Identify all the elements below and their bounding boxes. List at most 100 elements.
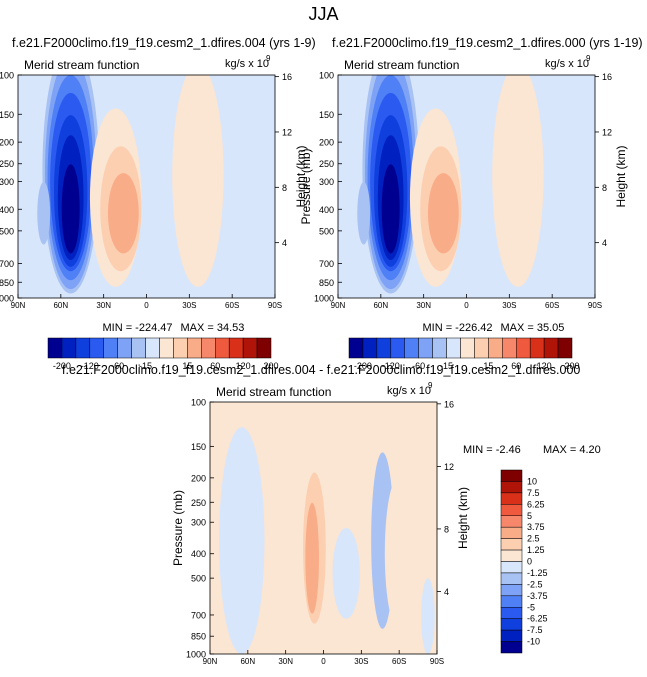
panel1-xtick-label-30N: 30N xyxy=(96,301,111,310)
panel2-colorbar-box-10 xyxy=(488,337,503,359)
panel1-y2label: Height (km) xyxy=(294,145,308,207)
panel1-min-label: MIN = -224.47 xyxy=(102,322,172,334)
panel2-colorbar-label-0: -200 xyxy=(354,361,372,371)
panel2-colorbar-label-4: 15 xyxy=(483,361,493,371)
panel3-ylabel: Pressure (mb) xyxy=(171,490,185,566)
panel1-colorbar-box-9 xyxy=(173,337,188,359)
panel2-colorbar-label-6: 120 xyxy=(537,361,552,371)
panel3-min-label: MIN = -2.46 xyxy=(463,444,521,456)
panel3-y2tick-label-12: 12 xyxy=(444,462,454,472)
panel2-ytick-label-850: 850 xyxy=(319,278,334,288)
panel3-xtick-label-90S: 90S xyxy=(430,657,444,666)
panel1-colorbar-box-4 xyxy=(103,337,118,359)
panel3-colorbar-box-12 xyxy=(500,607,523,619)
panel2-contour-9 xyxy=(357,182,371,245)
panel1-xtick-label-90N: 90N xyxy=(11,301,26,310)
panel1-colorbar-box-10 xyxy=(187,337,202,359)
panel2-y2tick-label-16: 16 xyxy=(602,72,612,82)
panel2-colorbar-box-12 xyxy=(516,337,531,359)
panel2-xtick-label-0: 0 xyxy=(464,301,469,310)
panel1-contour-14 xyxy=(231,108,258,287)
panel3-ytick-label-400: 400 xyxy=(191,549,206,559)
panel2-colorbar-box-11 xyxy=(502,337,517,359)
panel2-colorbar-label-2: -60 xyxy=(412,361,425,371)
panel3-contour-7 xyxy=(421,578,435,654)
panel1-colorbar-box-3 xyxy=(89,337,104,359)
panel3-xtick-label-30N: 30N xyxy=(278,657,293,666)
panel3-colorbar-box-13 xyxy=(500,618,523,631)
panel3-colorbar-box-7 xyxy=(500,549,523,562)
panel1-ytick-label-850: 850 xyxy=(0,278,14,288)
panel1-ytick-label-400: 400 xyxy=(0,205,14,215)
panel3-ytick-label-850: 850 xyxy=(191,632,206,642)
panel2-units-exponent: 9 xyxy=(586,54,591,63)
panel2-colorbar-box-4 xyxy=(404,337,419,359)
panel1-contour-12 xyxy=(107,173,139,254)
panel1-ytick-label-700: 700 xyxy=(0,259,14,269)
panel1-y2tick-label-8: 8 xyxy=(282,183,287,193)
panel1-colorbar-box-15 xyxy=(256,337,272,359)
panel3-colorbar-box-9 xyxy=(500,572,523,585)
panel3-title: f.e21.F2000climo.f19_f19.cesm2_1.dfires.… xyxy=(62,363,581,377)
panel1-colorbar-label-5: 60 xyxy=(210,361,220,371)
panel1-ytick-label-1000: 1000 xyxy=(0,294,14,304)
panel1-colorbar-box-1 xyxy=(61,337,77,359)
panel3-colorbar-label-6: 1.25 xyxy=(527,545,545,555)
panel2-ytick-label-300: 300 xyxy=(319,177,334,187)
panel2-colorbar-box-3 xyxy=(390,337,405,359)
panel2-colorbar-box-2 xyxy=(376,337,392,359)
panel3-contour-3 xyxy=(305,502,319,614)
panel3-y2tick-label-4: 4 xyxy=(444,587,449,597)
panel3-colorbar-label-3: 5 xyxy=(527,511,532,521)
panel3-ytick-label-150: 150 xyxy=(191,442,206,452)
panel1-ytick-label-150: 150 xyxy=(0,110,14,120)
panel2-xtick-label-60N: 60N xyxy=(373,301,388,310)
panel1-colorbar-label-4: 15 xyxy=(182,361,192,371)
panel2-colorbar-label-3: -15 xyxy=(440,361,453,371)
panel3-colorbar-box-1 xyxy=(500,481,523,494)
panel2-ytick-label-500: 500 xyxy=(319,226,334,236)
panel1-title: f.e21.F2000climo.f19_f19.cesm2_1.dfires.… xyxy=(12,36,316,50)
panel3-ytick-label-1000: 1000 xyxy=(186,650,206,660)
panel1-colorbar-box-14 xyxy=(242,337,258,359)
panel2-ytick-label-250: 250 xyxy=(319,159,334,169)
panel1-xtick-label-60N: 60N xyxy=(53,301,68,310)
panel3-ytick-label-100: 100 xyxy=(191,398,206,408)
panel1-units-exponent: 9 xyxy=(266,54,271,63)
panel1-colorbar-box-12 xyxy=(215,337,230,359)
panel3-xtick-label-60N: 60N xyxy=(240,657,255,666)
panel2-contour-8 xyxy=(381,164,400,254)
panel2-xtick-label-90S: 90S xyxy=(588,301,602,310)
panel2-ytick-label-400: 400 xyxy=(319,205,334,215)
panel2-colorbar-box-8 xyxy=(460,337,475,359)
panel3-colorbar-box-3 xyxy=(500,504,523,516)
panel1-colorbar-box-13 xyxy=(228,337,244,359)
panel2-ytick-label-200: 200 xyxy=(319,138,334,148)
panel3-colorbar-box-8 xyxy=(500,561,523,574)
panel3-ytick-label-250: 250 xyxy=(191,498,206,508)
panel1-colorbar-label-3: -15 xyxy=(139,361,152,371)
panel2-ytick-label-700: 700 xyxy=(319,259,334,269)
panel1-contours xyxy=(18,75,258,294)
panel1-contour-9 xyxy=(37,182,51,245)
panel2-colorbar-label-7: 200 xyxy=(564,361,579,371)
panel3-units-exponent: 9 xyxy=(428,381,433,390)
panel3-contour-4 xyxy=(332,528,360,619)
panel2-y2tick-label-8: 8 xyxy=(602,183,607,193)
panel2-y2tick-label-4: 4 xyxy=(602,238,607,248)
panel3-contour-0 xyxy=(219,427,265,654)
panel2-colorbar-box-13 xyxy=(529,337,545,359)
panel1-colorbar-label-2: -60 xyxy=(111,361,124,371)
panel1-ytick-label-100: 100 xyxy=(0,71,14,81)
panel2-contour-12 xyxy=(427,173,459,254)
panel3-y2label: Height (km) xyxy=(456,487,470,549)
panel3-xtick-label-90N: 90N xyxy=(203,657,218,666)
panel3-colorbar-label-13: -7.5 xyxy=(527,625,543,635)
panel1-colorbar-label-7: 200 xyxy=(263,361,278,371)
panel1-units: kg/s x 10 xyxy=(225,58,269,70)
panel1-colorbar-box-7 xyxy=(145,337,160,359)
panel3-colorbar-label-4: 3.75 xyxy=(527,522,545,532)
panel1-y2tick-label-4: 4 xyxy=(282,238,287,248)
panel1-max-label: MAX = 34.53 xyxy=(181,322,245,334)
